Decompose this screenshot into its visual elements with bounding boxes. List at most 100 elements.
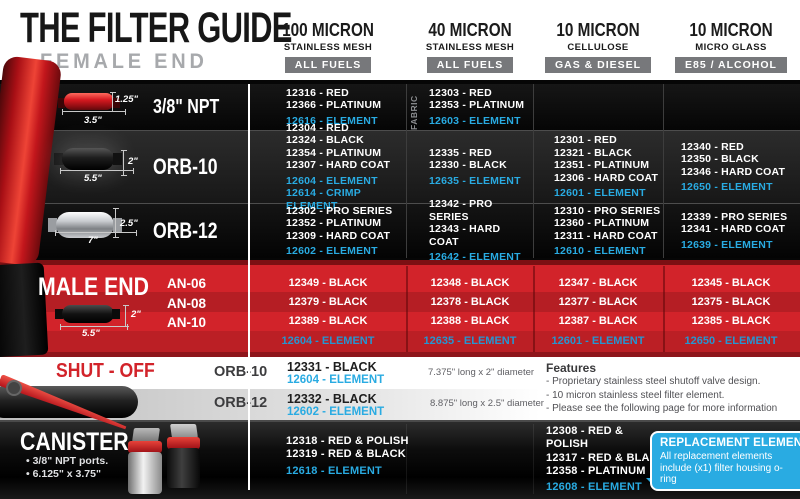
callout-body: All replacement elements include (x1) fi… bbox=[660, 451, 783, 485]
row-label-shutoff-orb10: ORB-10 bbox=[214, 364, 268, 380]
table-cell: 12318 - RED & POLISH 12319 - RED & BLACK… bbox=[286, 430, 416, 482]
table-cell: 12345 - BLACK bbox=[691, 277, 771, 289]
shutoff-dims: 8.875" long x 2.5" diameter bbox=[430, 398, 544, 409]
fuel-type-badge: ALL FUELS bbox=[284, 57, 372, 73]
part-numbers: 12318 - RED & POLISH 12319 - RED & BLACK bbox=[286, 434, 409, 461]
male-filter-photo bbox=[62, 305, 114, 323]
table-cell: 12310 - PRO SERIES 12360 - PLATINUM 1231… bbox=[554, 204, 662, 258]
column-micron-label: 10 MICRON bbox=[556, 20, 640, 40]
column-header-10-micron-micro-glass: 10 MICRON MICRO GLASS E85 / ALCOHOL bbox=[656, 20, 800, 73]
part-numbers: 12316 - RED 12366 - PLATINUM bbox=[286, 86, 382, 112]
male-stripe-dark bbox=[0, 331, 800, 352]
column-material-label: STAINLESS MESH bbox=[425, 42, 515, 53]
column-micron-label: 100 MICRON bbox=[282, 20, 374, 40]
element-numbers: 12616 - ELEMENT bbox=[286, 114, 378, 127]
table-cell: 12340 - RED 12350 - BLACK 12346 - HARD C… bbox=[681, 131, 798, 203]
male-bottom-edge bbox=[0, 352, 800, 357]
column-divider bbox=[663, 84, 664, 258]
element-number: 12604 - ELEMENT bbox=[287, 374, 385, 386]
orb10-length-measure bbox=[60, 168, 134, 174]
orb10-height-measure bbox=[121, 150, 127, 176]
features-title: Features bbox=[546, 361, 597, 375]
column-header-100-micron: 100 MICRON STAINLESS MESH ALL FUELS bbox=[253, 20, 403, 73]
male-length-dim: 5.5" bbox=[82, 328, 100, 339]
table-cell: 12335 - RED 12330 - BLACK 12635 - ELEMEN… bbox=[429, 131, 531, 203]
canister-title: CANISTER bbox=[20, 428, 129, 456]
orb10-filter-photo bbox=[54, 153, 63, 165]
shutoff-title: SHUT - OFF bbox=[56, 360, 155, 382]
row-divider bbox=[0, 130, 800, 131]
orb12-length-measure bbox=[55, 230, 137, 236]
column-header-40-micron: 40 MICRON STAINLESS MESH ALL FUELS bbox=[395, 20, 545, 73]
element-numbers: 12603 - ELEMENT bbox=[429, 114, 521, 127]
page-subtitle: FEMALE END bbox=[40, 50, 208, 73]
element-numbers: 12635 - ELEMENT bbox=[429, 174, 521, 187]
table-cell: 12385 - BLACK bbox=[691, 315, 771, 327]
table-cell: 12387 - BLACK bbox=[558, 315, 638, 327]
part-numbers: 12301 - RED 12321 - BLACK 12351 - PLATIN… bbox=[554, 134, 659, 184]
table-cell: 12342 - PRO SERIES 12343 - HARD COAT 126… bbox=[429, 198, 531, 263]
column-material-label: CELLULOSE bbox=[567, 42, 629, 53]
element-numbers: 12642 - ELEMENT bbox=[429, 251, 521, 264]
npt-length-measure bbox=[62, 109, 126, 115]
element-numbers: 12604 - ELEMENT bbox=[281, 335, 375, 347]
canister-cap-photo bbox=[128, 441, 162, 453]
male-filter-photo bbox=[55, 309, 63, 319]
part-number: 12331 - BLACK bbox=[287, 360, 377, 374]
table-cell: 12377 - BLACK bbox=[558, 296, 638, 308]
element-numbers: 12602 - ELEMENT bbox=[286, 245, 378, 257]
part-numbers: 12310 - PRO SERIES 12360 - PLATINUM 1231… bbox=[554, 204, 661, 242]
canister-bracket-photo bbox=[132, 428, 160, 442]
row-label-shutoff-orb12: ORB-12 bbox=[214, 395, 268, 411]
orb12-height-measure bbox=[113, 208, 119, 238]
element-numbers: 12639 - ELEMENT bbox=[681, 238, 773, 251]
shutoff-valve-pivot bbox=[6, 380, 22, 396]
column-divider bbox=[533, 84, 534, 258]
element-numbers: 12601 - ELEMENT bbox=[554, 187, 646, 200]
row-label-an08: AN-08 bbox=[167, 296, 207, 311]
table-cell: 12303 - RED 12353 - PLATINUM 12603 - ELE… bbox=[429, 84, 531, 130]
fuel-type-badge: ALL FUELS bbox=[426, 57, 514, 73]
npt-length-dim: 3.5" bbox=[84, 115, 102, 126]
male-column-divider bbox=[663, 266, 665, 352]
column-material-label: STAINLESS MESH bbox=[283, 42, 373, 53]
page-title: THE FILTER GUIDE bbox=[20, 4, 292, 52]
row-label-an06: AN-06 bbox=[167, 276, 207, 291]
part-numbers: 12335 - RED 12330 - BLACK bbox=[429, 146, 507, 172]
element-numbers: 12604 - ELEMENT 12614 - CRIMP ELEMENT bbox=[286, 174, 378, 212]
female-row1-stripe bbox=[0, 84, 800, 131]
canister-bullets: • 3/8" NPT ports. • 6.125" x 3.75" bbox=[26, 455, 109, 480]
female-row2-stripe bbox=[0, 131, 800, 204]
npt-height-dim: 1.25" bbox=[115, 94, 138, 105]
canister-column-divider bbox=[406, 424, 407, 494]
element-numbers: 12601 - ELEMENT bbox=[551, 335, 645, 347]
male-end-title: MALE END bbox=[38, 273, 149, 301]
table-cell: 12348 - BLACK bbox=[430, 277, 510, 289]
male-column-divider bbox=[533, 266, 535, 352]
male-stripe-dark bbox=[0, 292, 800, 312]
canister-column-divider bbox=[533, 424, 534, 494]
canister-body-photo bbox=[128, 452, 162, 494]
element-numbers: 12608 - ELEMENT bbox=[546, 480, 642, 493]
orb12-height-dim: 2.5" bbox=[120, 218, 138, 229]
features-list: - Proprietary stainless steel shutoff va… bbox=[546, 376, 778, 414]
npt-filter-photo bbox=[113, 98, 120, 108]
npt-filter-photo bbox=[64, 93, 114, 110]
part-numbers: 12304 - RED 12324 - BLACK 12354 - PLATIN… bbox=[286, 121, 391, 172]
part-number: 12332 - BLACK bbox=[287, 392, 377, 406]
fuel-type-badge: GAS & DIESEL bbox=[544, 57, 652, 73]
table-cell: 12316 - RED 12366 - PLATINUM 12616 - ELE… bbox=[286, 84, 406, 130]
table-cell: 12347 - BLACK bbox=[558, 277, 638, 289]
row-label-an10: AN-10 bbox=[167, 315, 207, 330]
element-numbers: 12650 - ELEMENT bbox=[684, 335, 778, 347]
element-numbers: 12618 - ELEMENT bbox=[286, 464, 382, 477]
orb10-length-dim: 5.5" bbox=[84, 173, 102, 184]
table-cell: 12379 - BLACK bbox=[288, 296, 368, 308]
part-numbers: 12302 - PRO SERIES 12352 - PLATINUM 1230… bbox=[286, 204, 393, 242]
element-numbers: 12635 - ELEMENT bbox=[423, 335, 517, 347]
table-cell: 12304 - RED 12324 - BLACK 12354 - PLATIN… bbox=[286, 122, 406, 212]
canister-bracket-photo bbox=[170, 424, 198, 438]
male-top-edge bbox=[0, 260, 800, 265]
